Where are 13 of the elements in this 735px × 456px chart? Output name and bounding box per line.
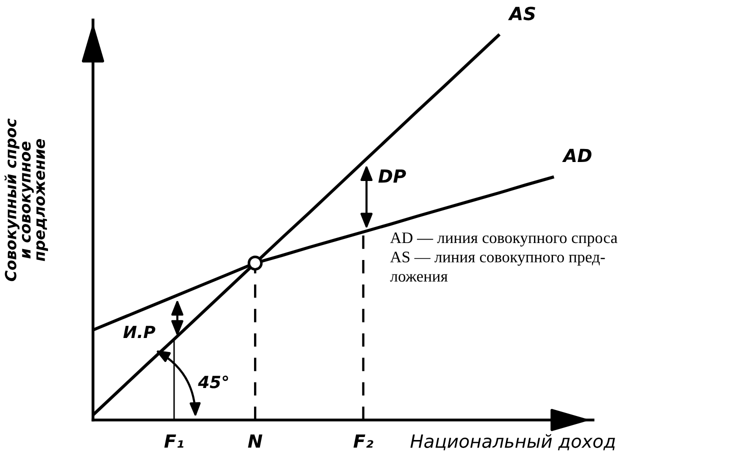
series-label: AD xyxy=(562,148,592,162)
annotation: ложения xyxy=(390,274,448,282)
y-axis-title: Совокупный спрос и совокупное предложение xyxy=(4,118,48,282)
x-tick-label: F₂ xyxy=(354,434,374,448)
x-tick-label: N xyxy=(248,434,262,448)
annotation: 45° xyxy=(198,376,228,388)
x-tick-label: F₁ xyxy=(164,434,184,448)
annotation: AD — линия совокупного спроса xyxy=(390,232,618,246)
series-label: AS xyxy=(508,6,536,20)
annotation: DP xyxy=(378,170,406,183)
x-axis-title: Национальный доход xyxy=(410,434,615,450)
annotation: AS — линия совокупного пред- xyxy=(390,252,605,266)
annotation: И.Р xyxy=(123,326,156,338)
